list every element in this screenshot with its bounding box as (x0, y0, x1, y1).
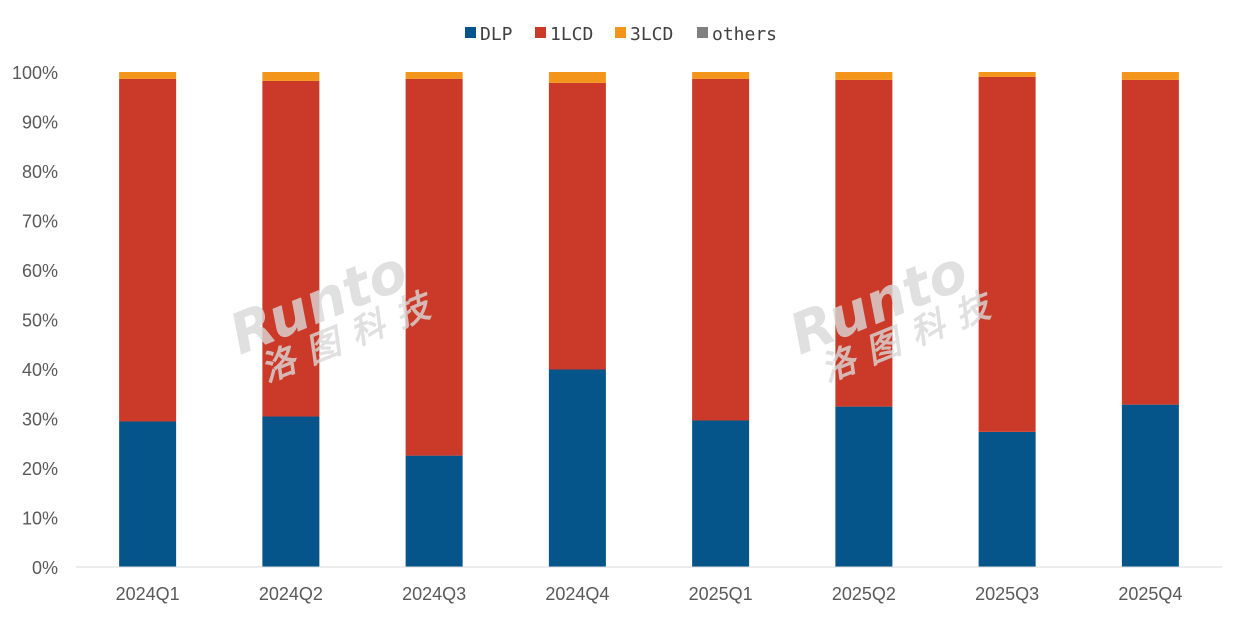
legend-label-3lcd: 3LCD (630, 24, 673, 45)
legend-label-others: others (712, 24, 777, 45)
y-tick-label: 30% (22, 410, 58, 430)
bar-3lcd-2025q2 (835, 72, 893, 80)
y-tick-label: 90% (22, 113, 58, 133)
bar-dlp-2025q2 (835, 406, 893, 567)
x-tick-label: 2024Q2 (259, 584, 323, 604)
legend-swatch-dlp (465, 27, 476, 38)
bar-dlp-2025q1 (692, 420, 750, 567)
y-tick-label: 40% (22, 360, 58, 380)
bar-3lcd-2024q2 (262, 72, 320, 81)
x-axis: 2024Q1 2024Q2 2024Q3 2024Q4 2025Q1 2025Q2 2025… (116, 584, 1183, 604)
legend-swatch-3lcd (615, 27, 626, 38)
bar-1lcd-2024q4 (548, 82, 606, 370)
x-tick-label: 2025Q1 (689, 584, 753, 604)
bar-1lcd-2025q4 (1121, 79, 1179, 405)
legend-label-dlp: DLP (480, 24, 513, 45)
legend-swatch-1lcd (535, 27, 546, 38)
bar-1lcd-2025q1 (692, 78, 750, 421)
y-tick-label: 20% (22, 459, 58, 479)
bar-dlp-2024q2 (262, 416, 320, 567)
x-tick-label: 2025Q4 (1118, 584, 1182, 604)
bar-dlp-2024q4 (548, 369, 606, 567)
bars (119, 72, 1179, 567)
y-tick-label: 0% (32, 558, 58, 578)
bar-3lcd-2025q3 (978, 72, 1036, 77)
x-tick-label: 2024Q4 (545, 584, 609, 604)
x-tick-label: 2025Q3 (975, 584, 1039, 604)
bar-3lcd-2024q4 (548, 72, 606, 83)
bar-1lcd-2024q2 (262, 80, 320, 417)
bar-dlp-2024q3 (405, 455, 463, 567)
legend-label-1lcd: 1LCD (550, 24, 593, 45)
x-tick-label: 2024Q1 (116, 584, 180, 604)
bar-dlp-2025q4 (1121, 404, 1179, 567)
legend: DLP 1LCD 3LCD others (465, 24, 777, 45)
y-tick-label: 100% (12, 63, 58, 83)
x-tick-label: 2025Q2 (832, 584, 896, 604)
bar-1lcd-2024q1 (119, 78, 177, 422)
y-axis: 0% 10% 20% 30% 40% 50% 60% 70% 80% 90% 100% (12, 63, 58, 578)
y-tick-label: 70% (22, 212, 58, 232)
bar-3lcd-2025q1 (692, 72, 750, 79)
bar-3lcd-2024q1 (119, 72, 177, 79)
bar-1lcd-2025q3 (978, 76, 1036, 432)
bar-1lcd-2024q3 (405, 78, 463, 456)
y-tick-label: 80% (22, 162, 58, 182)
legend-swatch-others (697, 27, 708, 38)
bar-1lcd-2025q2 (835, 79, 893, 407)
y-tick-label: 50% (22, 311, 58, 331)
y-tick-label: 60% (22, 261, 58, 281)
bar-3lcd-2025q4 (1121, 72, 1179, 80)
x-tick-label: 2024Q3 (402, 584, 466, 604)
y-tick-label: 10% (22, 509, 58, 529)
bar-3lcd-2024q3 (405, 72, 463, 79)
bar-dlp-2024q1 (119, 421, 177, 567)
bar-dlp-2025q3 (978, 431, 1036, 567)
